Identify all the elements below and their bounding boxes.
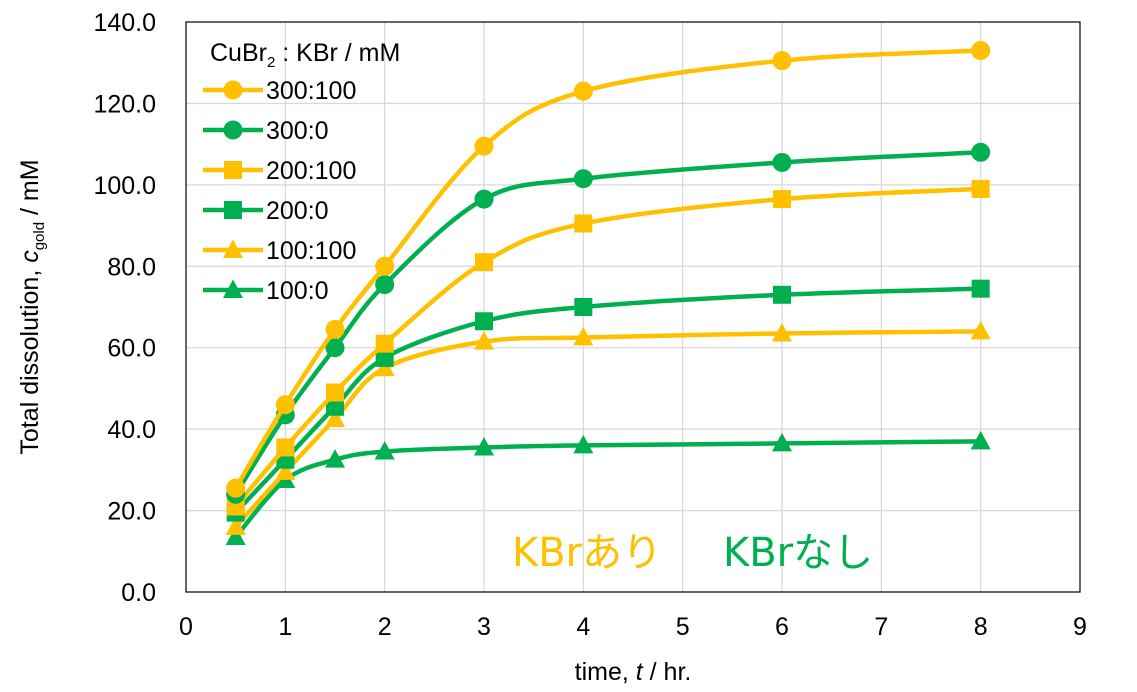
series-layer (225, 41, 991, 546)
data-point (573, 327, 594, 346)
data-point (375, 334, 394, 353)
x-tick-label: 3 (477, 613, 491, 641)
data-point (971, 179, 990, 198)
x-tick-labels: 0 1 2 3 4 5 6 7 8 9 (179, 613, 1087, 641)
data-point (773, 190, 791, 209)
x-tick-label: 4 (576, 613, 590, 641)
data-point (772, 51, 792, 71)
data-point (325, 338, 345, 358)
legend-label: 200:100 (266, 157, 356, 185)
legend-item: 200:0 (203, 197, 329, 225)
data-point (475, 312, 493, 331)
data-point (325, 449, 345, 468)
legend-item: 300:100 (203, 77, 356, 105)
legend-item: 200:100 (203, 157, 356, 185)
y-axis-title: Total dissolution, cgold / mM (16, 159, 48, 454)
gridlines (186, 22, 1080, 592)
data-point (474, 436, 494, 456)
legend-swatch-marker (223, 239, 243, 258)
y-tick-label: 40.0 (107, 416, 156, 444)
data-point (375, 348, 394, 367)
annotations: KBrあり KBrなし (512, 530, 873, 576)
legend-label: 100:0 (266, 277, 329, 305)
legend-swatch-marker (224, 161, 242, 179)
legend-item: 100:100 (203, 237, 356, 265)
data-point (574, 298, 593, 316)
x-tick-label: 2 (378, 613, 392, 641)
data-point (226, 478, 246, 498)
data-point (225, 526, 246, 546)
y-tick-label: 60.0 (107, 335, 156, 363)
data-point (375, 275, 395, 295)
series-300-100 (226, 41, 991, 498)
annotation-kbr-without: KBrなし (723, 530, 873, 576)
data-point (225, 516, 246, 535)
data-point (326, 383, 344, 402)
data-point (374, 441, 395, 460)
legend-label: 300:100 (266, 77, 356, 105)
legend: CuBr2 : KBr / mM 300:100 300:0 200:100 200:… (203, 39, 400, 305)
y-tick-label: 100.0 (93, 172, 156, 200)
legend-swatch-marker (223, 80, 243, 100)
data-point (573, 434, 594, 454)
annotation-kbr-with: KBrあり (512, 530, 662, 576)
data-point (773, 285, 791, 304)
series-200-100 (226, 179, 990, 516)
data-point (375, 256, 395, 276)
data-point (573, 169, 593, 189)
data-point (275, 395, 295, 415)
data-point (325, 408, 345, 427)
data-point (772, 432, 792, 452)
y-tick-label: 80.0 (107, 253, 156, 281)
data-point (326, 397, 344, 416)
data-point (970, 430, 991, 450)
legend-items: 300:100 300:0 200:100 200:0 100:100 100:0 (203, 77, 356, 305)
data-point (475, 253, 493, 272)
data-point (772, 322, 792, 342)
data-point (474, 136, 494, 156)
plot-frame (185, 21, 1081, 593)
x-tick-label: 7 (874, 613, 888, 641)
x-tick-label: 8 (974, 613, 988, 641)
data-point (970, 320, 991, 340)
x-axis-title: time, t / hr. (575, 658, 692, 686)
x-tick-label: 5 (676, 613, 690, 641)
legend-item: 100:0 (203, 277, 329, 305)
data-point (325, 319, 345, 339)
data-point (474, 189, 494, 209)
series-200-0 (226, 279, 990, 522)
y-tick-label: 0.0 (121, 579, 156, 607)
legend-title: CuBr2 : KBr / mM (210, 39, 400, 71)
data-point (574, 214, 593, 233)
x-tick-label: 6 (775, 613, 789, 641)
legend-label: 200:0 (266, 197, 329, 225)
y-tick-label: 120.0 (93, 90, 156, 118)
legend-label: 100:100 (266, 237, 356, 265)
y-tick-labels: 0.0 20.0 40.0 60.0 80.0 100.0 120.0 140.0 (93, 9, 156, 607)
legend-swatch-marker (223, 279, 243, 298)
data-point (275, 461, 296, 480)
legend-item: 300:0 (203, 117, 329, 145)
data-point (772, 152, 792, 172)
legend-label: 300:0 (266, 117, 329, 145)
data-point (474, 331, 494, 350)
data-point (573, 81, 593, 101)
x-tick-label: 9 (1073, 613, 1087, 641)
x-tick-label: 0 (179, 613, 193, 641)
y-tick-label: 20.0 (107, 498, 156, 526)
legend-swatch-marker (223, 120, 243, 140)
x-tick-label: 1 (278, 613, 292, 641)
data-point (971, 142, 991, 162)
legend-swatch-marker (224, 201, 242, 219)
y-tick-label: 140.0 (93, 9, 156, 37)
data-point (276, 438, 295, 457)
data-point (971, 279, 990, 298)
data-point (971, 41, 991, 60)
